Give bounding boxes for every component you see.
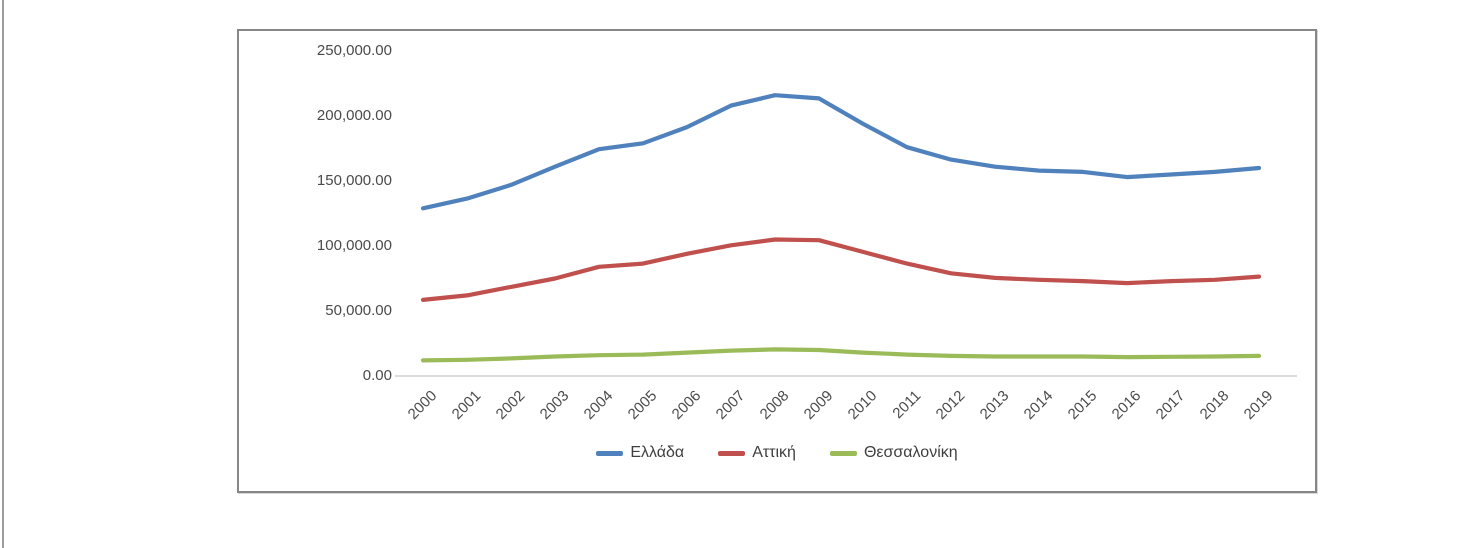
- y-axis-label: 100,000.00: [316, 237, 392, 254]
- legend: Ελλάδα Αττική Θεσσαλονίκη: [239, 441, 1315, 465]
- legend-label: Αττική: [752, 444, 796, 461]
- x-axis-label: 2019: [1240, 387, 1277, 423]
- x-axis-label: 2010: [844, 387, 881, 423]
- x-axis-label: 2013: [976, 387, 1013, 423]
- series-line-1: [420, 237, 1262, 302]
- x-axis-line: [395, 375, 1297, 377]
- y-axis-label: 150,000.00: [316, 172, 392, 189]
- x-axis-label: 2012: [932, 387, 969, 423]
- series-line-0: [420, 93, 1262, 211]
- legend-marker-icon: [718, 450, 746, 456]
- x-axis-label: 2001: [448, 387, 485, 423]
- y-axis-label: 50,000.00: [325, 302, 392, 319]
- legend-marker-icon: [596, 450, 624, 456]
- x-axis-label: 2017: [1152, 387, 1189, 423]
- x-axis-label: 2007: [712, 387, 749, 423]
- y-axis-label: 0.00: [362, 367, 392, 384]
- series-lines: [420, 93, 1262, 363]
- plot-area: [395, 42, 1297, 382]
- x-axis-label: 2016: [1108, 387, 1145, 423]
- x-axis-label: 2003: [536, 387, 573, 423]
- y-axis-label: 200,000.00: [316, 107, 392, 124]
- x-axis-label: 2000: [404, 387, 441, 423]
- x-axis-label: 2008: [756, 387, 793, 423]
- x-axis-label: 2011: [889, 387, 925, 423]
- x-axis-label: 2014: [1020, 387, 1057, 423]
- legend-marker-icon: [829, 450, 857, 456]
- legend-item-1: Αττική: [718, 444, 796, 462]
- y-axis-label: 250,000.00: [316, 42, 392, 59]
- x-axis-label: 2018: [1196, 387, 1233, 423]
- legend-label: Ελλάδα: [630, 444, 685, 461]
- series-line-2: [420, 347, 1262, 363]
- x-axis-label: 2002: [492, 387, 529, 423]
- chart-frame: 0.00 50,000.00 100,000.00 150,000.00 200,000…: [237, 29, 1317, 493]
- x-axis-label: 2005: [624, 387, 661, 423]
- x-axis-label: 2004: [580, 387, 617, 423]
- legend-label: Θεσσαλονίκη: [863, 444, 958, 461]
- legend-item-0: Ελλάδα: [596, 444, 684, 462]
- window-left-border: [2, 0, 4, 548]
- x-axis-label: 2015: [1064, 387, 1101, 423]
- legend-item-2: Θεσσαλονίκη: [829, 444, 958, 462]
- x-axis-label: 2006: [668, 387, 705, 423]
- x-axis-label: 2009: [800, 387, 837, 423]
